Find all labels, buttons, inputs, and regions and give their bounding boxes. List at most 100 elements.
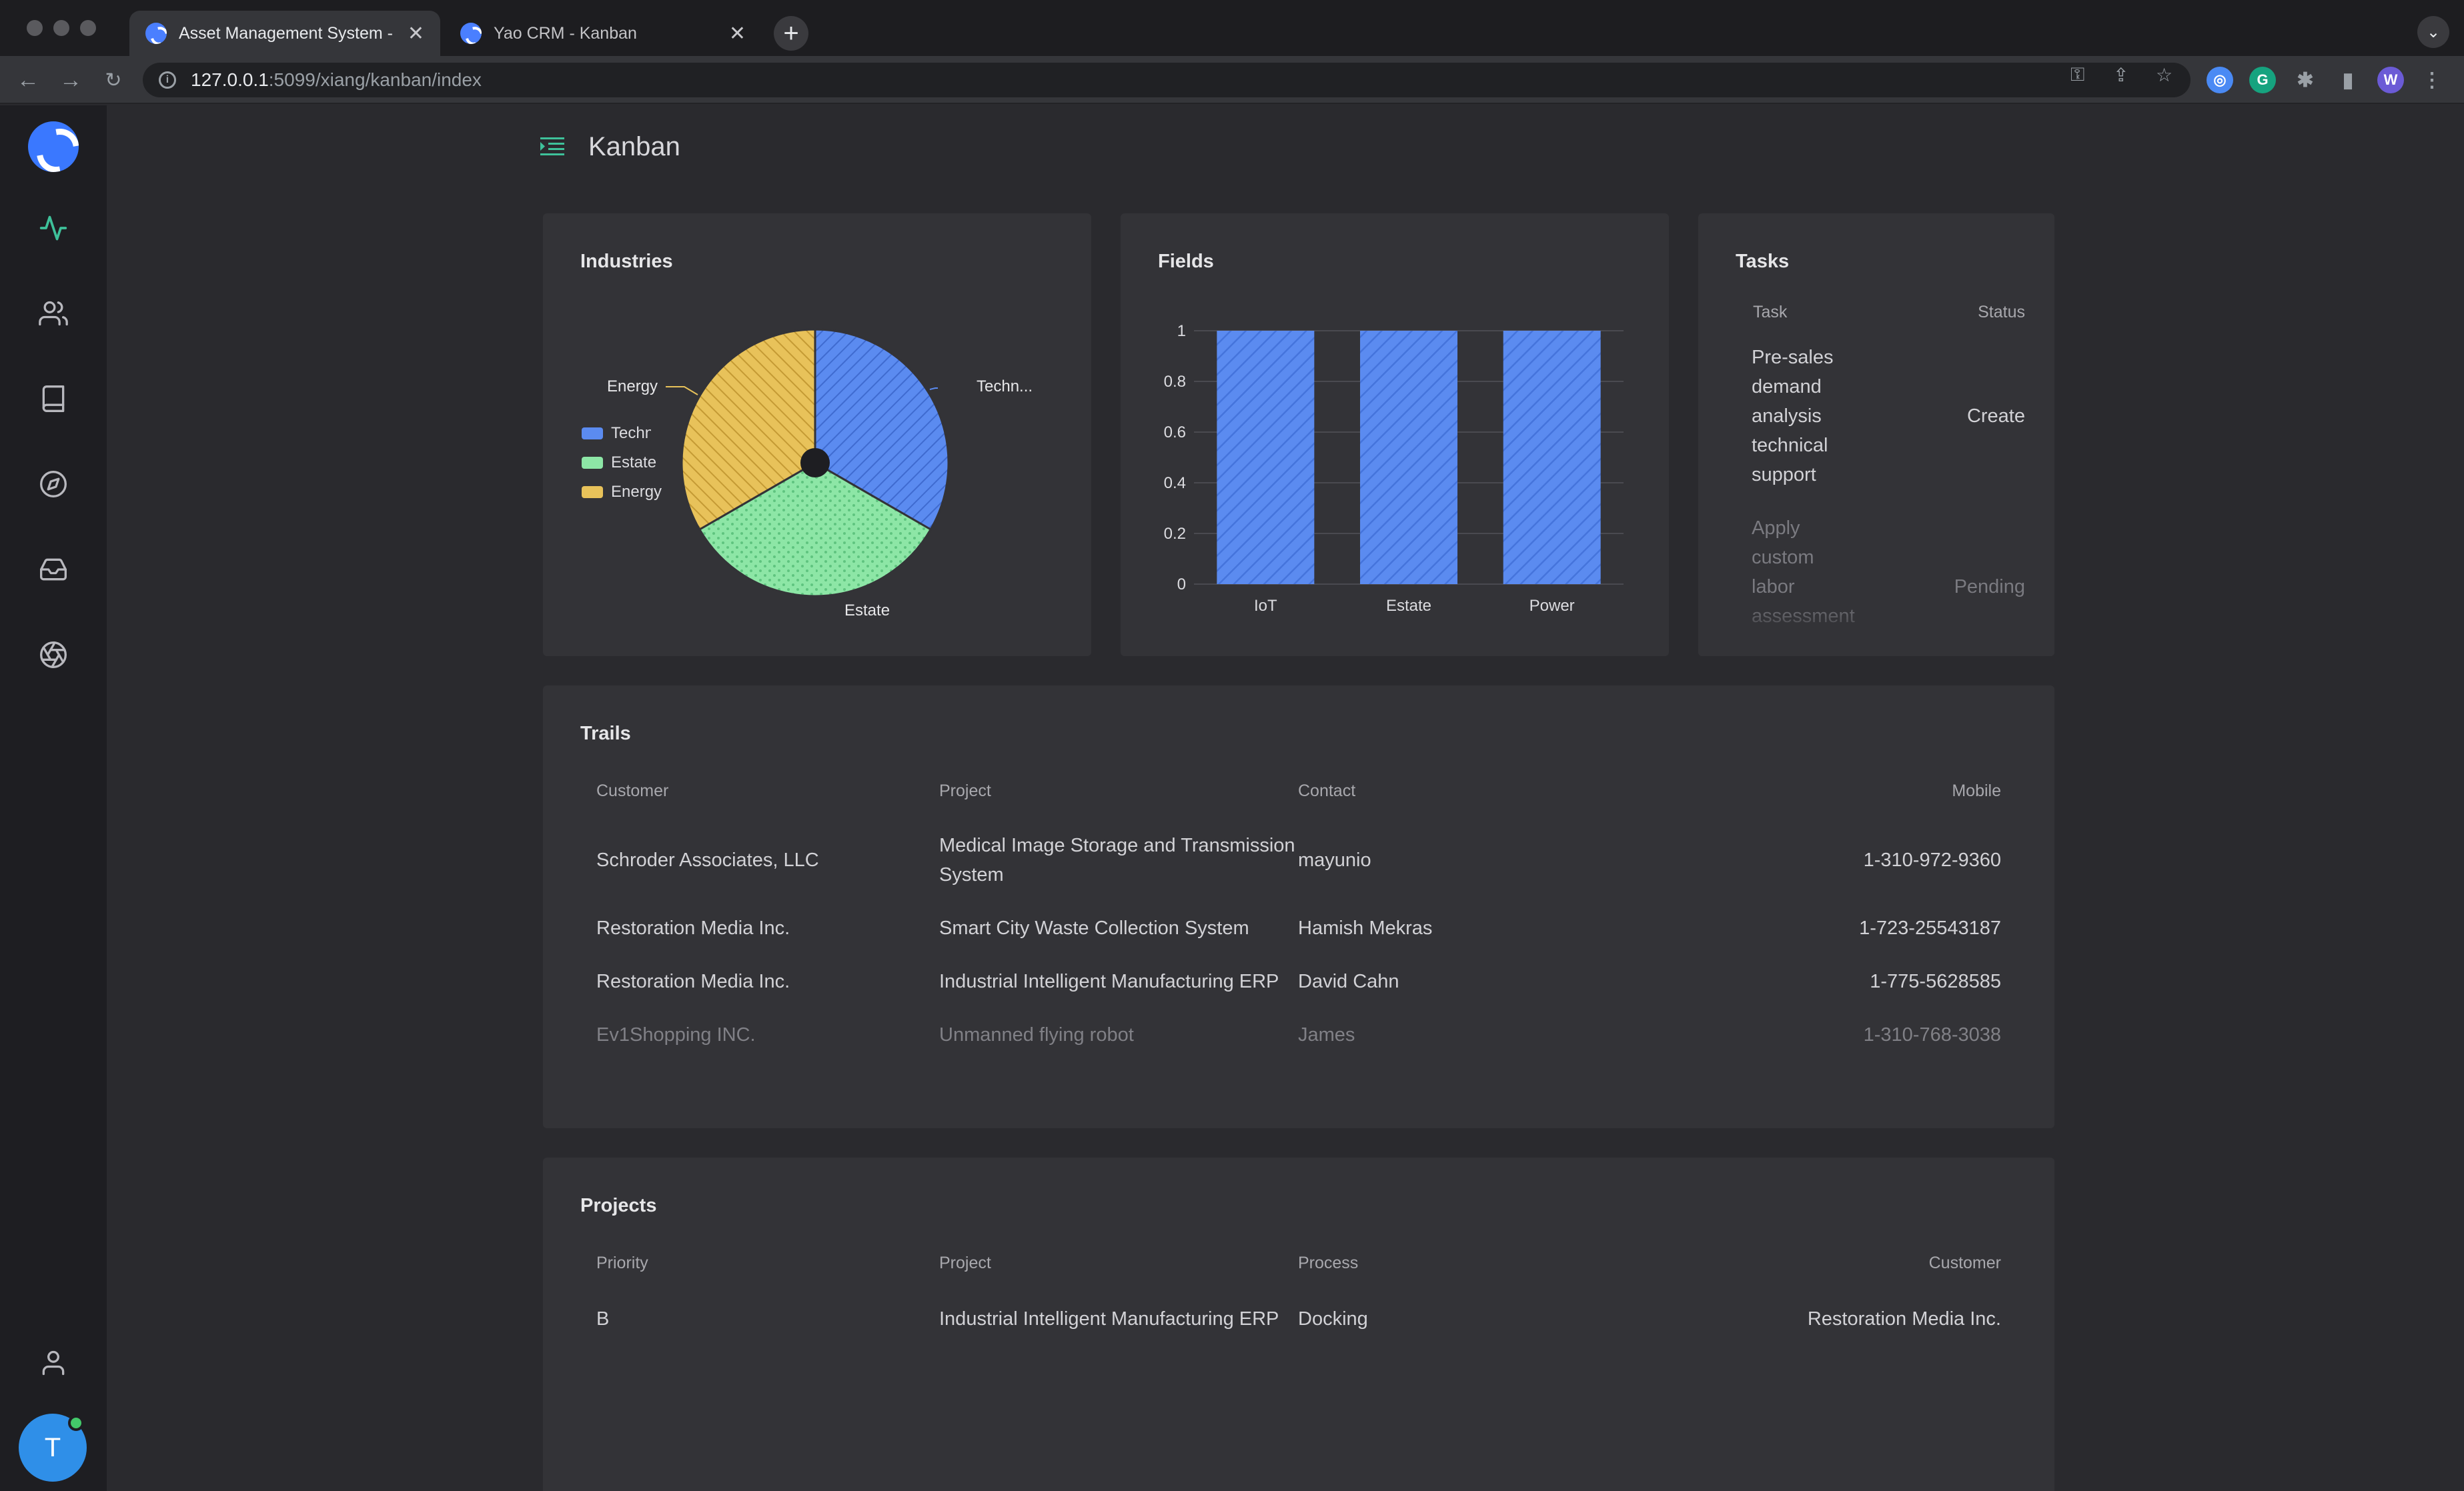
yao-favicon-icon	[460, 23, 482, 44]
forward-arrow-icon[interactable]: →	[59, 67, 82, 93]
browser-tab-asset-management[interactable]: Asset Management System - B ✕	[129, 11, 440, 56]
grammarly-icon[interactable]: G	[2249, 67, 2276, 93]
inbox-icon[interactable]	[37, 553, 69, 585]
user-avatar[interactable]: T	[19, 1414, 87, 1482]
tasks-title: Tasks	[1736, 251, 1790, 272]
legend-item-technology[interactable]: Technolog	[582, 424, 651, 443]
trails-row-1-customer[interactable]: Schroder Associates, LLC	[596, 850, 819, 871]
browser-menu-icon[interactable]: ⋮	[2422, 69, 2442, 91]
browser-toolbar: ← → ↻ i 127.0.0.1:5099/xiang/kanban/inde…	[0, 56, 2464, 104]
pie-slice-technology[interactable]	[814, 328, 950, 531]
trails-row-4-project: Unmanned flying robot	[939, 1024, 1134, 1046]
legend-swatch	[582, 486, 603, 498]
projects-row-1-priority[interactable]: B	[596, 1308, 610, 1330]
page-header: Kanban	[540, 131, 680, 163]
projects-header-project: Project	[939, 1254, 991, 1272]
side-panel-icon[interactable]: ▮	[2342, 69, 2354, 91]
trails-row-3-project: Industrial Intelligent Manufacturing ERP	[939, 971, 1279, 992]
x-tick-label: Power	[1529, 597, 1575, 615]
fields-title: Fields	[1158, 251, 1214, 272]
browser-tab-bar: Asset Management System - B ✕ Yao CRM - …	[0, 0, 2464, 56]
trails-header-project: Project	[939, 782, 991, 800]
yao-logo-icon[interactable]	[28, 121, 79, 172]
new-tab-button[interactable]: +	[774, 16, 808, 51]
legend-swatch	[582, 427, 603, 439]
legend-label: Estate	[611, 453, 657, 471]
legend-item-estate[interactable]: Estate	[582, 453, 656, 472]
y-tick-label: 0.2	[1164, 525, 1186, 543]
bar-iot[interactable]	[1217, 331, 1315, 584]
pie-slice-energy[interactable]	[680, 328, 816, 531]
trails-header-customer: Customer	[596, 782, 669, 800]
key-icon[interactable]: ⚿	[2070, 64, 2085, 85]
pie-slice-estate[interactable]	[698, 461, 933, 597]
close-tab-icon[interactable]: ✕	[728, 22, 746, 45]
projects-header-priority: Priority	[596, 1254, 648, 1272]
site-info-icon[interactable]: i	[159, 71, 176, 89]
trails-row-4-customer[interactable]: Ev1Shopping INC.	[596, 1024, 756, 1046]
trails-row-2-mobile: 1-723-25543187	[1859, 918, 2001, 939]
legend-label: Technolog	[611, 424, 651, 442]
menu-unfold-icon[interactable]	[540, 136, 564, 157]
book-icon[interactable]	[37, 383, 69, 415]
pie-center-hole	[800, 448, 830, 477]
legend-item-energy[interactable]: Energy	[582, 483, 662, 501]
y-tick-label: 1	[1177, 322, 1186, 340]
trails-row-3-customer[interactable]: Restoration Media Inc.	[596, 971, 790, 992]
url-path: :5099/xiang/kanban/index	[268, 69, 482, 90]
online-status-dot	[68, 1415, 84, 1431]
user-icon[interactable]	[37, 1347, 69, 1379]
fields-card: Fields 0 0.2 0.4 0.6 0.8 1 IoT Estate Power	[1121, 213, 1669, 656]
close-window-button[interactable]	[27, 20, 43, 36]
trails-row-2-customer[interactable]: Restoration Media Inc.	[596, 918, 790, 939]
trails-row-1-project: Medical Image Storage and Transmission S…	[939, 835, 1295, 886]
tasks-fade-overlay	[1698, 600, 2054, 656]
task-row-1-task[interactable]: Pre-sales demand analysis technical supp…	[1752, 347, 1834, 485]
yao-favicon-icon	[145, 23, 167, 44]
trails-row-1-contact: mayunio	[1298, 850, 1371, 871]
task-row-2-status: Pending	[1954, 576, 2025, 597]
projects-header-customer: Customer	[1928, 1254, 2001, 1272]
pie-label-energy: Energy	[607, 377, 658, 395]
tab-title: Yao CRM - Kanban	[494, 23, 637, 43]
aperture-icon[interactable]	[37, 639, 69, 671]
profile-avatar[interactable]: W	[2377, 67, 2404, 93]
users-icon[interactable]	[37, 297, 69, 329]
activity-icon[interactable]	[37, 212, 69, 244]
reload-icon[interactable]: ↻	[105, 69, 122, 91]
browser-tab-yao-crm[interactable]: Yao CRM - Kanban ✕	[444, 11, 762, 56]
bookmark-star-icon[interactable]: ☆	[2156, 65, 2173, 85]
task-row-1-status: Create	[1966, 405, 2025, 427]
trails-row-4-mobile: 1-310-768-3038	[1863, 1024, 2001, 1046]
trails-header-mobile: Mobile	[1952, 782, 2001, 800]
close-tab-icon[interactable]: ✕	[407, 22, 424, 45]
trails-row-2-contact: Hamish Mekras	[1298, 918, 1433, 939]
pie-label-technology: Techn...	[977, 377, 1033, 395]
industries-card: Industries Techn... Estate Energy	[543, 213, 1091, 656]
app-sidebar: T	[0, 105, 107, 1491]
bar-power[interactable]	[1503, 331, 1601, 584]
trails-row-3-contact: David Cahn	[1298, 971, 1399, 992]
trails-header-contact: Contact	[1298, 782, 1356, 800]
projects-row-1-customer: Restoration Media Inc.	[1807, 1308, 2001, 1330]
fields-bar-chart: 0 0.2 0.4 0.6 0.8 1 IoT Estate Power	[1164, 322, 1624, 615]
industries-title: Industries	[580, 251, 673, 272]
share-icon[interactable]: ⇪	[2113, 65, 2129, 85]
trails-card: Trails Customer Project Contact Mobile S…	[543, 685, 2054, 1128]
maximize-window-button[interactable]	[80, 20, 96, 36]
projects-header-process: Process	[1298, 1254, 1359, 1272]
x-tick-label: IoT	[1254, 597, 1277, 615]
projects-row-1-process: Docking	[1298, 1308, 1368, 1330]
projects-card: Projects Priority Project Process Custom…	[543, 1158, 2054, 1491]
minimize-window-button[interactable]	[53, 20, 69, 36]
extension-blue-icon[interactable]: ◎	[2207, 67, 2233, 93]
compass-icon[interactable]	[37, 468, 69, 500]
tasks-header-task: Task	[1753, 303, 1788, 321]
tab-search-chevron-icon[interactable]: ⌄	[2417, 16, 2449, 48]
back-arrow-icon[interactable]: ←	[17, 67, 39, 93]
extensions-puzzle-icon[interactable]: ✱	[2297, 69, 2314, 91]
address-bar[interactable]: i 127.0.0.1:5099/xiang/kanban/index	[143, 63, 2191, 97]
tab-title: Asset Management System - B	[179, 23, 398, 43]
legend-swatch	[582, 457, 603, 469]
bar-estate[interactable]	[1360, 331, 1457, 584]
